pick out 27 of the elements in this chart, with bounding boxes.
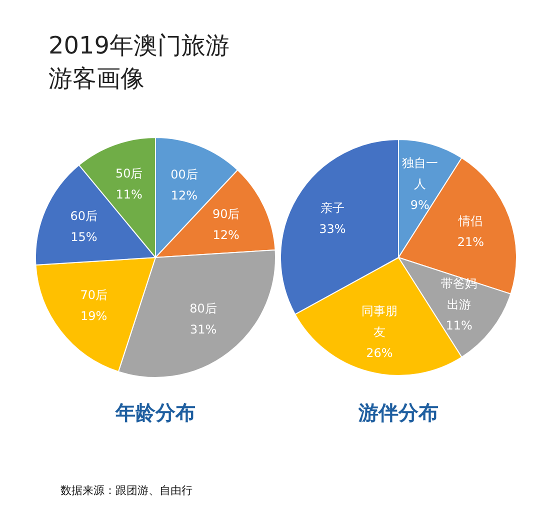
data-label: 21% [457, 235, 484, 250]
text: 游伴分布 [358, 400, 438, 424]
slice-label: 50后 [115, 166, 143, 181]
data-label: 11% [446, 318, 472, 333]
data-label: 19% [80, 308, 108, 323]
slice-label: 60后 [70, 209, 98, 224]
data-label: 15% [70, 230, 98, 244]
text: 年龄分布 [114, 400, 196, 424]
data-label: 11% [116, 188, 142, 202]
slice-label: 90后 [212, 206, 240, 221]
text: 游客画像 [48, 64, 144, 92]
data-label: 12% [212, 228, 240, 242]
slice-label: 独自一人 [402, 156, 438, 191]
slice-label: 同事朋友 [361, 304, 398, 339]
slice-label: 80后 [190, 302, 217, 316]
slice-label: 带爸妈出游 [441, 276, 478, 312]
data-label: 33% [319, 222, 346, 236]
data-label: 12% [170, 188, 198, 202]
data-label: 31% [190, 322, 217, 337]
source-note: 数据来源：跟团游、自由行 [60, 484, 192, 497]
text: 2019年澳门旅游 [48, 32, 230, 60]
slice-label: 情侣 [458, 214, 483, 228]
data-label: 9% [410, 198, 430, 212]
slice-label: 00后 [170, 167, 198, 182]
slice-label: 亲子 [320, 200, 344, 215]
data-label: 26% [366, 346, 393, 360]
slice-label: 70后 [80, 288, 108, 302]
